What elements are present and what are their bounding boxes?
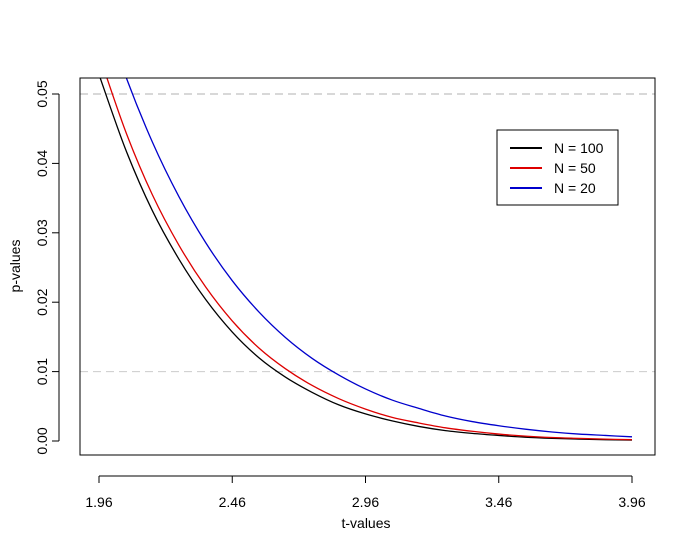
x-tick-label: 3.46 (485, 494, 512, 510)
series-line-n-100 (99, 78, 633, 441)
x-tick-label: 2.46 (219, 494, 246, 510)
legend-label-n100: N = 100 (554, 140, 604, 156)
series-lines (99, 78, 633, 441)
y-tick-label: 0.02 (34, 288, 50, 315)
y-tick-label: 0.04 (34, 150, 50, 177)
legend-label-n20: N = 20 (554, 180, 596, 196)
x-tick-label: 2.96 (352, 494, 379, 510)
series-line-n-20 (125, 78, 633, 438)
x-tick-label: 1.96 (85, 494, 112, 510)
y-tick-label: 0.05 (34, 80, 50, 107)
series-line-n-50 (106, 78, 633, 441)
y-tick-label: 0.00 (34, 427, 50, 454)
plot-frame (79, 77, 656, 456)
y-axis-ticks: 0.00 0.01 0.02 0.03 0.04 0.05 (34, 80, 59, 455)
legend-label-n50: N = 50 (554, 160, 596, 176)
legend: N = 100 N = 50 N = 20 (496, 129, 619, 206)
x-axis-label: t-values (341, 515, 390, 531)
y-axis-label: p-values (7, 240, 23, 293)
x-axis-ticks: 1.96 2.46 2.96 3.46 3.96 (85, 476, 646, 510)
x-tick-label: 3.96 (618, 494, 645, 510)
y-tick-label: 0.01 (34, 358, 50, 385)
y-tick-label: 0.03 (34, 219, 50, 246)
reference-lines (80, 93, 655, 373)
